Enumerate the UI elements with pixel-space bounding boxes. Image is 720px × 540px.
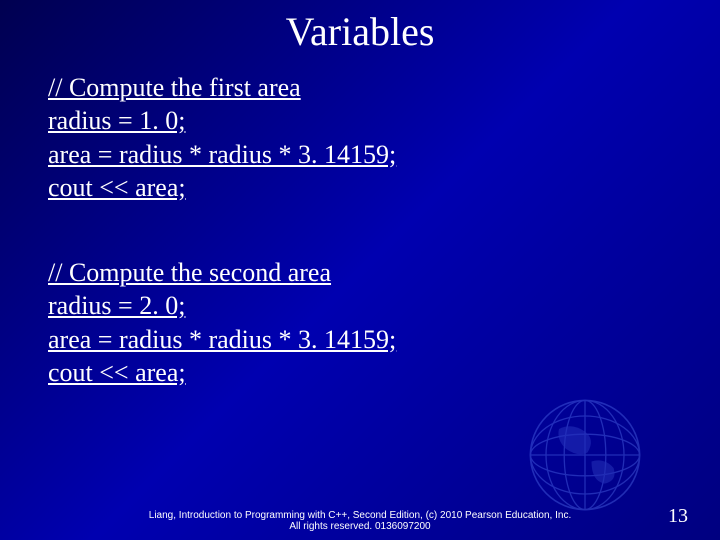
- code-block-1: // Compute the first area radius = 1. 0;…: [48, 71, 672, 204]
- footer-citation: Liang, Introduction to Programming with …: [0, 510, 720, 532]
- code-block-2: // Compute the second area radius = 2. 0…: [48, 256, 672, 389]
- code-line: radius = 2. 0;: [48, 289, 672, 322]
- slide-content: // Compute the first area radius = 1. 0;…: [0, 71, 720, 389]
- code-line: area = radius * radius * 3. 14159;: [48, 138, 672, 171]
- globe-icon: [520, 390, 650, 520]
- code-line: area = radius * radius * 3. 14159;: [48, 323, 672, 356]
- code-line: radius = 1. 0;: [48, 104, 672, 137]
- footer-line: Liang, Introduction to Programming with …: [149, 510, 571, 521]
- slide-title: Variables: [0, 0, 720, 71]
- code-line: cout << area;: [48, 356, 672, 389]
- code-line: // Compute the second area: [48, 256, 672, 289]
- code-line: // Compute the first area: [48, 71, 672, 104]
- code-line: cout << area;: [48, 171, 672, 204]
- page-number: 13: [668, 505, 688, 528]
- footer-line: All rights reserved. 0136097200: [289, 521, 430, 532]
